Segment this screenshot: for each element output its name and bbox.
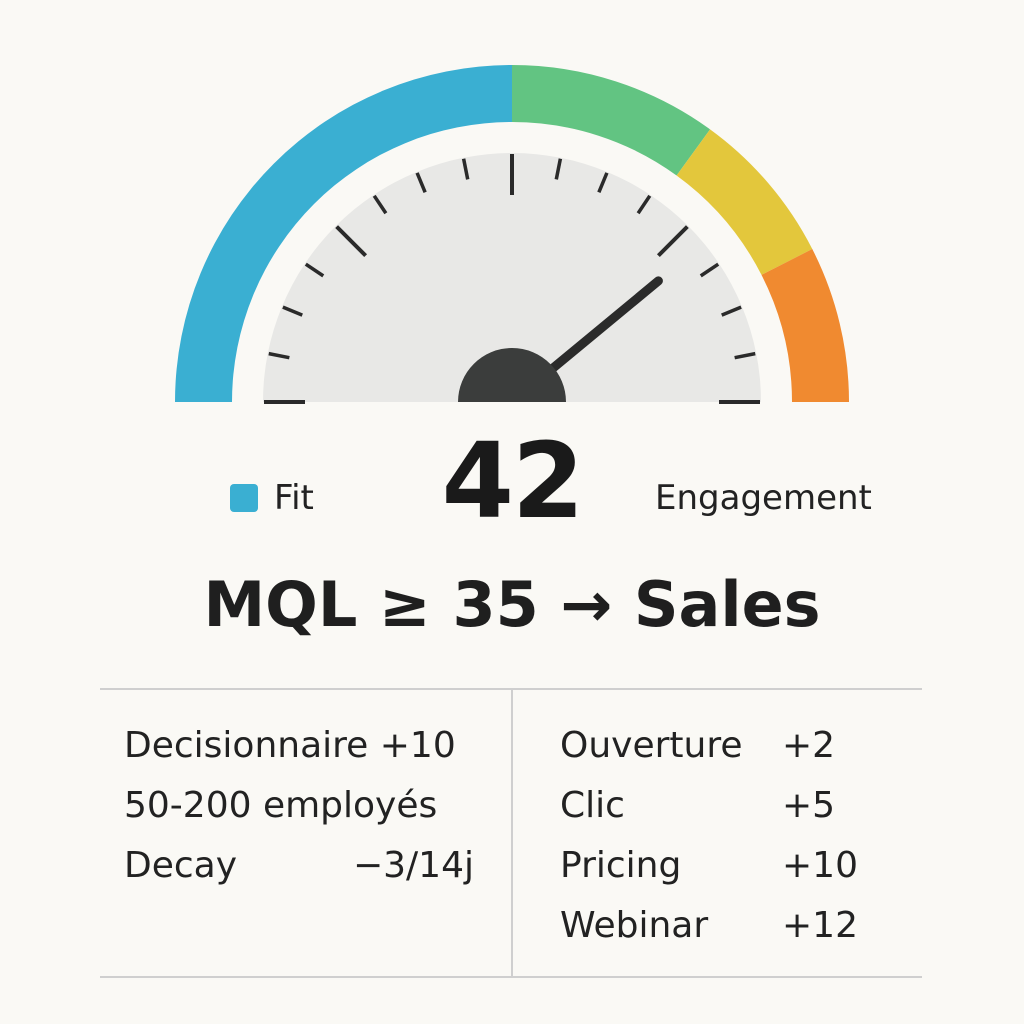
table-column-divider — [511, 690, 513, 978]
engagement-criterion-points: +5 — [782, 785, 836, 826]
engagement-criterion-points: +2 — [782, 725, 836, 766]
gauge-tick — [461, 158, 470, 180]
gauge-tick — [282, 305, 303, 317]
legend-fit: Fit — [230, 478, 314, 518]
gauge-dial-face — [263, 153, 761, 402]
fit-criterion-label: Decay — [124, 845, 238, 886]
gauge-tick — [636, 194, 652, 215]
gauge-ticks — [264, 154, 760, 404]
engagement-criterion-label: Webinar — [560, 905, 709, 946]
mql-threshold-rule: MQL ≥ 35 → Sales — [203, 568, 821, 641]
engagement-criterion-label: Clic — [560, 785, 625, 826]
engagement-criterion: Clic +5 — [560, 782, 880, 842]
legend-engagement-label: Engagement — [655, 478, 872, 518]
fit-criterion: Decay −3/14j — [124, 842, 474, 902]
gauge-tick — [656, 225, 689, 258]
legend-fit-swatch — [230, 484, 258, 512]
gauge-segment — [512, 65, 711, 176]
score-gauge — [175, 65, 849, 404]
gauge-tick — [734, 351, 756, 360]
engagement-criteria-list: Ouverture +2 Clic +5 Pricing +10 Webinar… — [560, 722, 880, 962]
fit-criteria-list: Decisionnaire +10 50-200 employés Decay … — [124, 722, 474, 902]
fit-criterion: 50-200 employés — [124, 782, 474, 842]
gauge-tick — [304, 262, 325, 278]
engagement-criterion: Webinar +12 — [560, 902, 880, 962]
engagement-criterion-label: Ouverture — [560, 725, 743, 766]
gauge-arc — [175, 65, 849, 402]
fit-criterion: Decisionnaire +10 — [124, 722, 474, 782]
gauge-tick — [699, 262, 720, 278]
gauge-tick — [335, 225, 368, 258]
fit-criterion-points: −3/14j — [352, 845, 474, 886]
gauge-segment — [175, 65, 512, 402]
engagement-criterion: Pricing +10 — [560, 842, 880, 902]
engagement-criterion-points: +12 — [782, 905, 858, 946]
fit-criterion-label: 50-200 employés — [124, 785, 438, 826]
fit-criterion-label: Decisionnaire +10 — [124, 725, 456, 766]
legend-fit-label: Fit — [274, 478, 314, 518]
table-top-divider — [100, 688, 922, 690]
gauge-needle — [538, 276, 663, 382]
engagement-criterion: Ouverture +2 — [560, 722, 880, 782]
gauge-tick — [597, 172, 609, 193]
gauge-segment — [761, 249, 849, 402]
gauge-segment — [676, 129, 813, 275]
gauge-tick — [554, 158, 563, 180]
score-value: 42 — [441, 420, 585, 542]
gauge-tick — [721, 305, 742, 317]
gauge-tick — [415, 172, 427, 193]
engagement-criterion-points: +10 — [782, 845, 858, 886]
gauge-tick — [268, 351, 290, 360]
engagement-criterion-label: Pricing — [560, 845, 682, 886]
gauge-tick — [372, 194, 388, 215]
gauge-hub — [458, 348, 566, 402]
